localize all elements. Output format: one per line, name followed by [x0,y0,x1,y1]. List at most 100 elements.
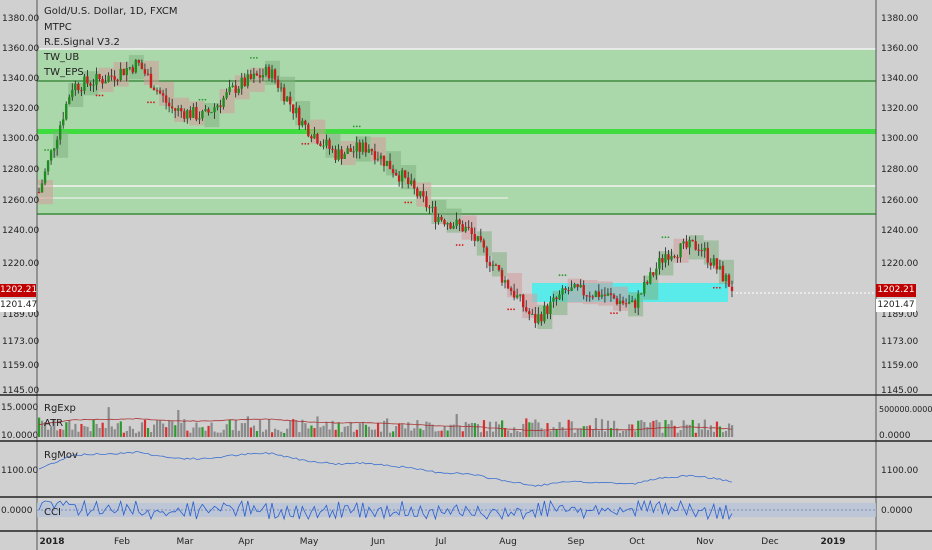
bear-candle[interactable] [110,75,113,77]
bull-candle[interactable] [68,97,71,104]
bear-candle[interactable] [652,272,655,276]
bear-candle[interactable] [564,288,567,291]
bull-candle[interactable] [198,118,201,120]
bull-candle[interactable] [216,105,219,108]
bear-candle[interactable] [730,286,734,291]
bull-candle[interactable] [74,83,77,91]
bull-candle[interactable] [231,85,234,88]
bear-candle[interactable] [615,298,619,305]
bear-candle[interactable] [470,227,473,235]
bear-candle[interactable] [316,134,319,144]
bear-candle[interactable] [512,290,516,298]
bear-candle[interactable] [416,188,419,197]
bear-candle[interactable] [479,236,483,241]
bear-candle[interactable] [388,160,392,170]
bear-candle[interactable] [310,136,313,139]
bear-candle[interactable] [77,83,80,91]
bull-candle[interactable] [119,68,122,80]
bear-candle[interactable] [673,256,676,258]
bull-candle[interactable] [252,73,256,79]
indicator-label[interactable]: TW_EPS [44,67,84,78]
bear-candle[interactable] [443,219,446,225]
bull-candle[interactable] [558,294,561,300]
cci-pane-label[interactable]: CCI [44,507,61,518]
bull-candle[interactable] [455,219,458,226]
bull-candle[interactable] [618,300,622,305]
bear-candle[interactable] [122,68,125,75]
bull-candle[interactable] [437,216,440,222]
bull-candle[interactable] [204,109,207,112]
bear-candle[interactable] [709,262,713,266]
bear-candle[interactable] [161,93,165,96]
bear-candle[interactable] [528,311,531,315]
bull-candle[interactable] [600,294,604,297]
bull-candle[interactable] [285,96,289,102]
bull-candle[interactable] [703,247,706,251]
bull-candle[interactable] [52,148,56,151]
bear-candle[interactable] [582,285,585,296]
bull-candle[interactable] [688,239,691,248]
bear-candle[interactable] [149,73,153,88]
bull-candle[interactable] [552,297,555,302]
bear-candle[interactable] [576,284,579,288]
bull-candle[interactable] [49,150,53,161]
bull-candle[interactable] [186,110,189,119]
bull-candle[interactable] [515,295,519,298]
bull-candle[interactable] [246,74,250,86]
bear-candle[interactable] [440,216,443,220]
bear-candle[interactable] [391,169,395,173]
bear-candle[interactable] [249,74,253,79]
bear-candle[interactable] [158,90,162,94]
bear-candle[interactable] [633,300,637,308]
bull-candle[interactable] [636,293,640,308]
bear-candle[interactable] [143,69,147,74]
bear-candle[interactable] [113,76,116,80]
bull-candle[interactable] [322,145,325,147]
bear-candle[interactable] [646,282,649,284]
bull-candle[interactable] [104,81,107,84]
bull-candle[interactable] [55,139,59,149]
bear-candle[interactable] [612,294,616,299]
bull-candle[interactable] [134,60,138,73]
bull-candle[interactable] [58,125,62,140]
bear-candle[interactable] [307,124,310,137]
bear-candle[interactable] [534,313,537,324]
bull-candle[interactable] [107,75,110,82]
bear-candle[interactable] [180,108,183,112]
bear-candle[interactable] [621,300,625,304]
bear-candle[interactable] [276,79,280,88]
bull-candle[interactable] [301,120,304,126]
bear-candle[interactable] [685,241,688,248]
bear-candle[interactable] [340,149,343,160]
bear-candle[interactable] [273,69,277,80]
bull-candle[interactable] [464,226,467,232]
bull-candle[interactable] [400,170,404,182]
bull-candle[interactable] [419,191,422,197]
volume-pane-label[interactable]: ATR [44,418,64,429]
bear-candle[interactable] [394,172,398,176]
bear-candle[interactable] [485,247,489,263]
bear-candle[interactable] [98,74,101,80]
bull-candle[interactable] [46,160,50,172]
rgmov-pane-label[interactable]: RgMov [44,450,78,461]
bull-candle[interactable] [630,300,634,303]
bull-candle[interactable] [570,287,573,291]
bull-candle[interactable] [643,282,646,294]
bull-candle[interactable] [367,149,371,153]
indicator-label[interactable]: TW_UB [44,52,80,63]
bear-candle[interactable] [282,87,286,102]
bear-candle[interactable] [403,170,407,178]
bear-candle[interactable] [234,85,237,93]
bear-candle[interactable] [170,106,174,109]
bull-candle[interactable] [376,158,380,160]
bear-candle[interactable] [292,104,295,114]
bull-candle[interactable] [573,284,576,288]
bull-candle[interactable] [379,155,383,159]
bear-candle[interactable] [164,95,168,103]
bull-candle[interactable] [40,183,44,193]
bear-candle[interactable] [267,66,271,79]
bull-candle[interactable] [579,285,582,288]
bear-candle[interactable] [140,62,144,70]
bull-candle[interactable] [210,112,213,114]
bear-candle[interactable] [37,192,41,194]
